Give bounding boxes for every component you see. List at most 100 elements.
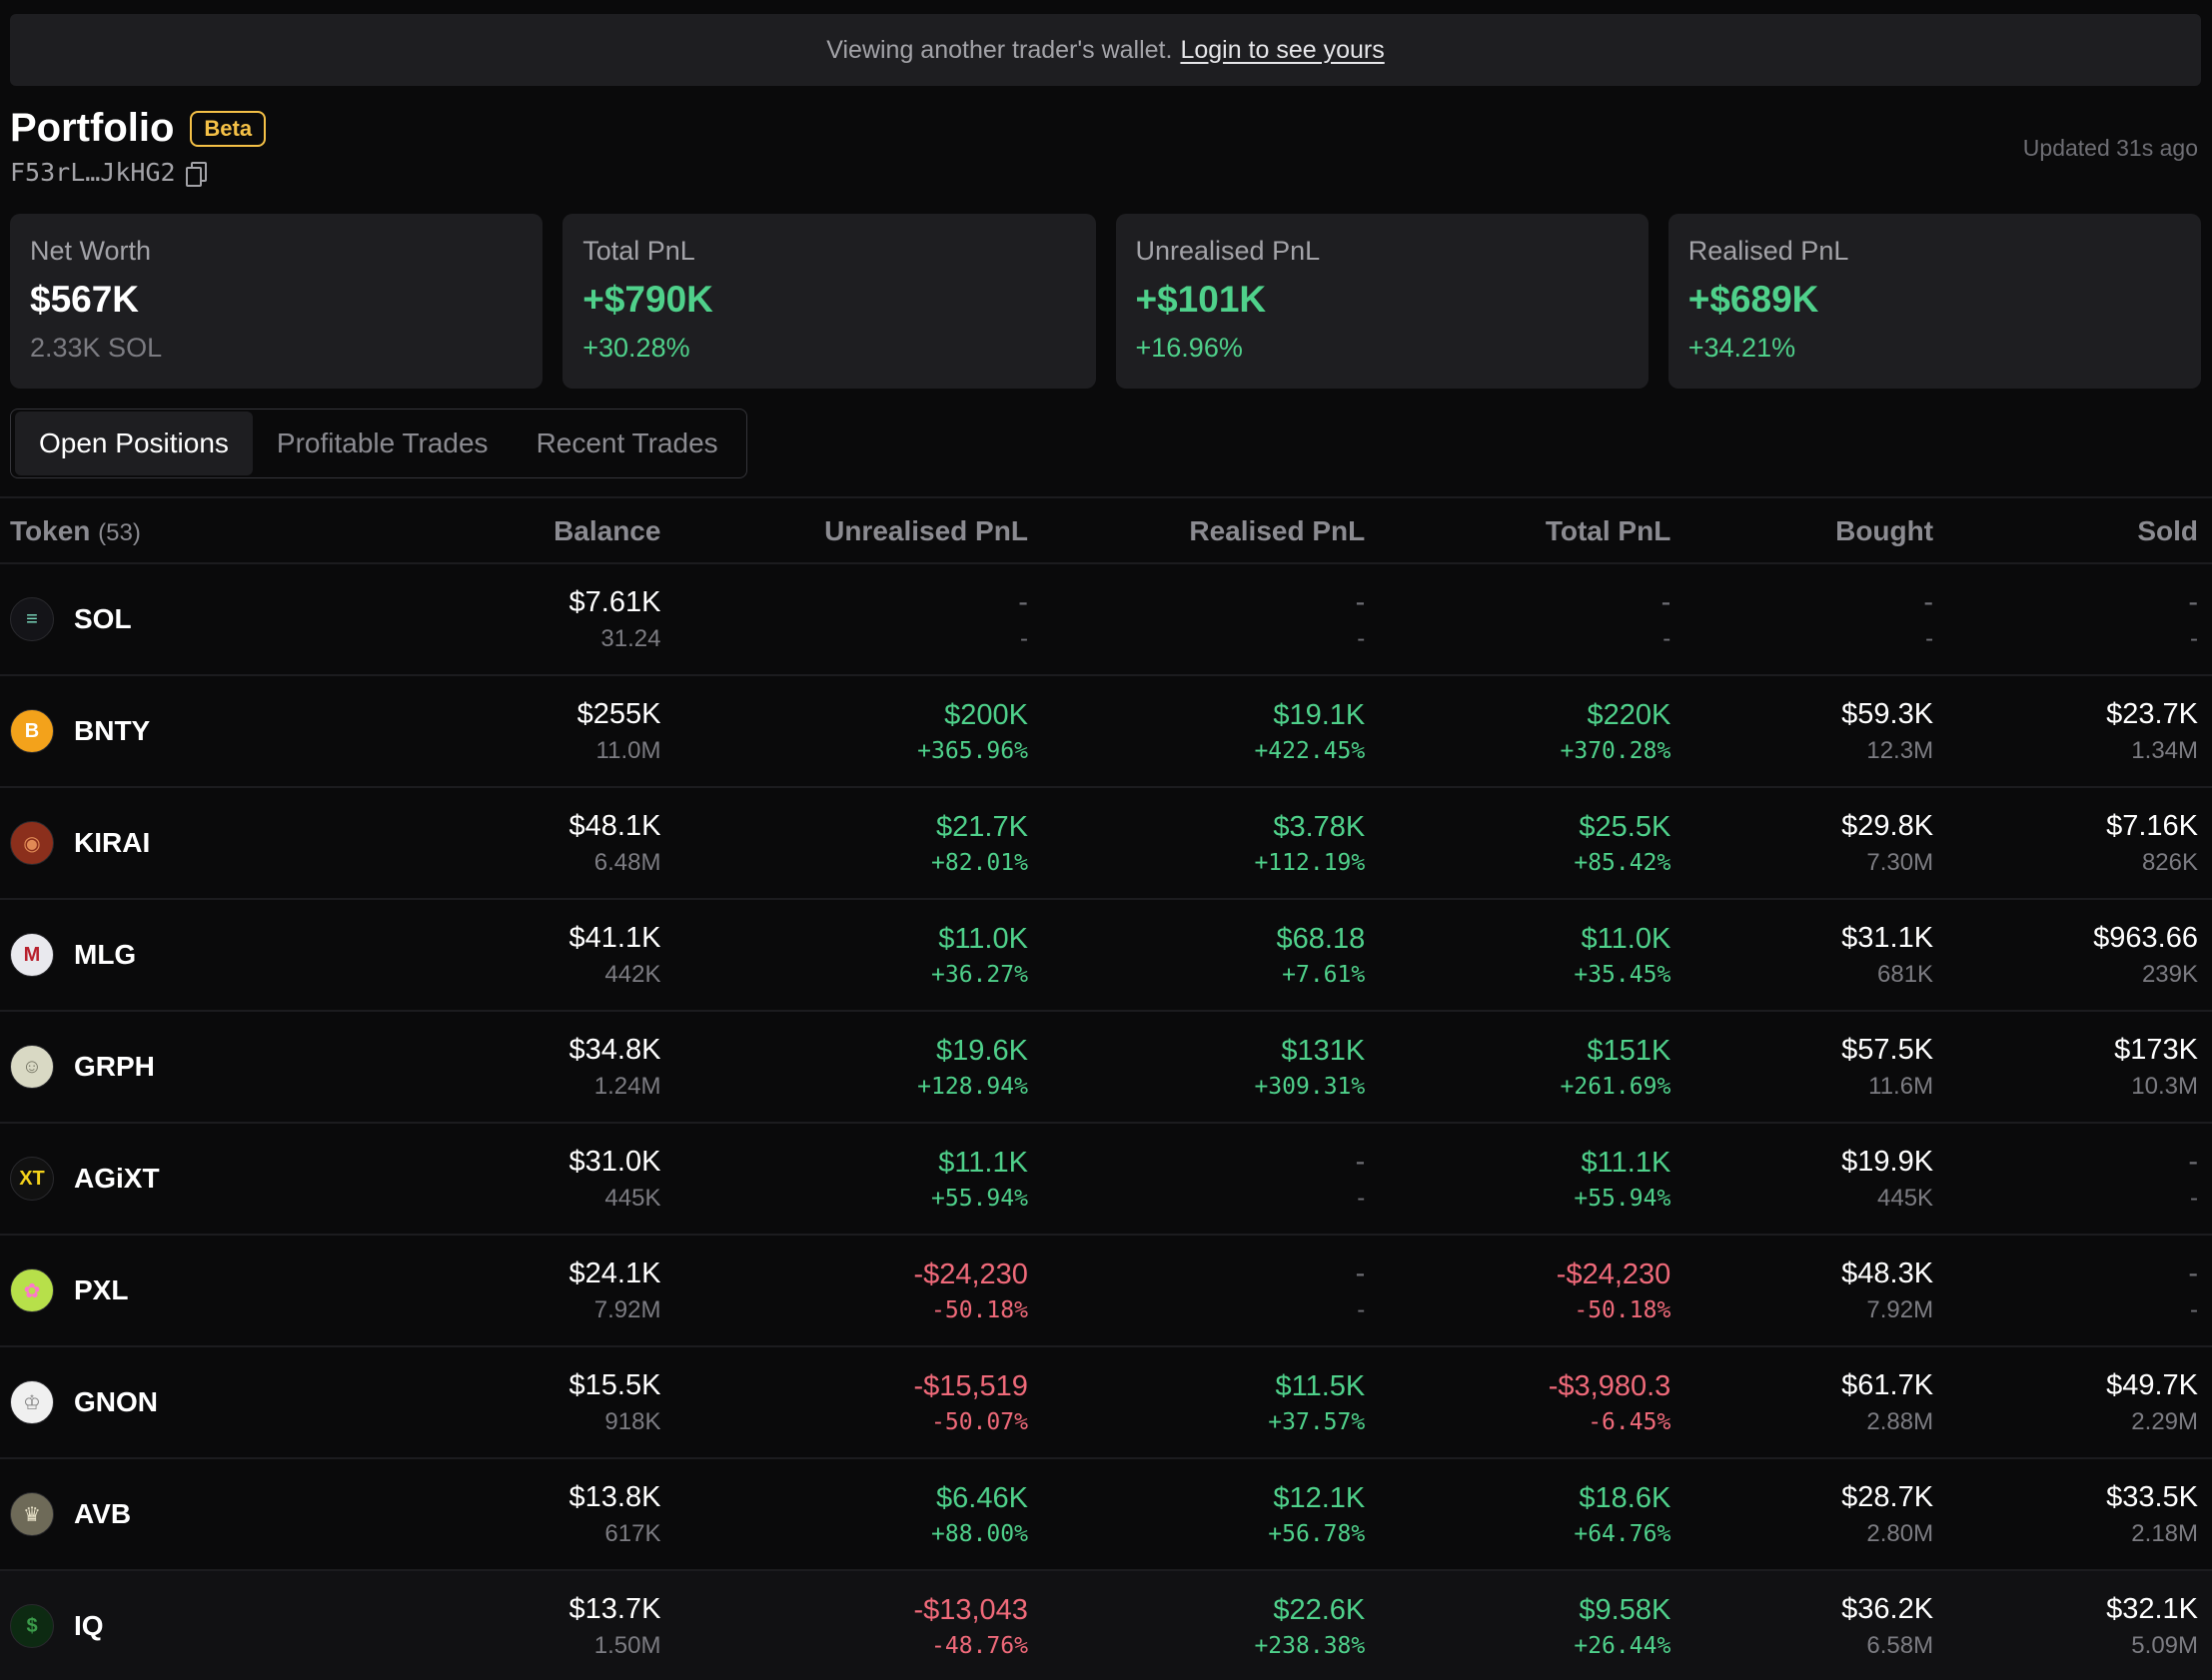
token-symbol: AGiXT xyxy=(74,1163,160,1194)
unrealised-cell: $200K +365.96% xyxy=(660,675,1028,788)
unrealised-subvalue: +88.00% xyxy=(931,1520,1028,1547)
token-cell[interactable]: ☺ GRPH xyxy=(0,1011,202,1124)
unrealised-cell: $21.7K +82.01% xyxy=(660,787,1028,900)
login-link[interactable]: Login to see yours xyxy=(1180,35,1385,64)
bought-cell: $29.8K 7.30M xyxy=(1670,787,1934,900)
realised-value: $131K xyxy=(1281,1034,1366,1067)
table-row[interactable]: ♛ AVB $13.8K 617K $6.46K +88.00% $12.1K +56.78%… xyxy=(0,1458,2212,1571)
bought-value: $36.2K xyxy=(1841,1592,1934,1625)
sold-cell: $173K 10.3M xyxy=(1933,1011,2212,1124)
token-cell[interactable]: XT AGiXT xyxy=(0,1123,202,1236)
token-cell[interactable]: ✿ PXL xyxy=(0,1235,202,1347)
total-cell: $151K +261.69% xyxy=(1365,1011,1671,1124)
total-value: -$3,980.3 xyxy=(1548,1369,1671,1402)
sold-value: $49.7K xyxy=(2106,1368,2198,1401)
column-header-token[interactable]: Token (53) xyxy=(0,499,202,564)
card-label: Unrealised PnL xyxy=(1135,236,1321,266)
sold-subvalue: 239K xyxy=(2141,960,2198,988)
total-value: - xyxy=(1660,585,1671,618)
balance-value: $13.8K xyxy=(568,1480,661,1513)
balance-subvalue: 918K xyxy=(604,1407,661,1435)
table-row[interactable]: $ IQ $13.7K 1.50M -$13,043 -48.76% $22.6K +238.… xyxy=(0,1570,2212,1680)
bought-value: - xyxy=(1923,585,1934,618)
token-count: (53) xyxy=(98,518,141,546)
balance-cell: $13.8K 617K xyxy=(201,1458,661,1571)
unrealised-value: $200K xyxy=(944,698,1028,731)
realised-subvalue: - xyxy=(1357,624,1366,652)
bought-cell: $57.5K 11.6M xyxy=(1670,1011,1934,1124)
divider xyxy=(0,496,2212,498)
unrealised-value: $19.6K xyxy=(936,1034,1028,1067)
column-header-unrealised-pnl[interactable]: Unrealised PnL xyxy=(660,499,1028,564)
tab-recent-trades[interactable]: Recent Trades xyxy=(536,427,718,458)
table-row[interactable]: ♔ GNON $15.5K 918K -$15,519 -50.07% $11.5K +37.… xyxy=(0,1346,2212,1459)
realised-value: $19.1K xyxy=(1273,698,1366,731)
card-sub: +30.28% xyxy=(582,333,690,363)
card-value: +$101K xyxy=(1135,279,1267,320)
tab-open-positions[interactable]: Open Positions xyxy=(15,412,253,475)
tab-profitable-trades[interactable]: Profitable Trades xyxy=(276,427,489,458)
unrealised-cell: $6.46K +88.00% xyxy=(660,1458,1028,1571)
total-cell: $25.5K +85.42% xyxy=(1365,787,1671,900)
wallet-address: F53rL…JkHG2 xyxy=(10,158,176,187)
sold-value: $963.66 xyxy=(2093,921,2198,954)
portfolio-header: Portfolio Beta xyxy=(10,106,267,151)
total-value: $9.58K xyxy=(1579,1593,1671,1626)
balance-cell: $41.1K 442K xyxy=(201,899,661,1012)
column-header-balance[interactable]: Balance xyxy=(201,499,661,564)
unrealised-subvalue: +55.94% xyxy=(931,1185,1028,1212)
table-row[interactable]: ✿ PXL $24.1K 7.92M -$24,230 -50.18% - - -$24,230… xyxy=(0,1235,2212,1347)
column-header-realised-pnl[interactable]: Realised PnL xyxy=(1027,499,1366,564)
token-cell[interactable]: ◉ KIRAI xyxy=(0,787,202,900)
total-cell: -$24,230 -50.18% xyxy=(1365,1235,1671,1347)
table-row[interactable]: ☺ GRPH $34.8K 1.24M $19.6K +128.94% $131K +309.… xyxy=(0,1011,2212,1124)
realised-subvalue: +37.57% xyxy=(1268,1408,1366,1435)
balance-cell: $48.1K 6.48M xyxy=(201,787,661,900)
unrealised-subvalue: +36.27% xyxy=(931,961,1028,988)
table-row[interactable]: XT AGiXT $31.0K 445K $11.1K +55.94% - - $11.1K +5… xyxy=(0,1123,2212,1236)
column-header-total-pnl[interactable]: Total PnL xyxy=(1365,499,1671,564)
total-cell: -- xyxy=(1365,563,1671,676)
token-cell[interactable]: M MLG xyxy=(0,899,202,1012)
table-row[interactable]: B BNTY $255K 11.0M $200K +365.96% $19.1K +422.4… xyxy=(0,675,2212,788)
total-subvalue: -6.45% xyxy=(1588,1408,1671,1435)
token-cell[interactable]: ≡ SOL xyxy=(0,563,202,676)
realised-subvalue: +56.78% xyxy=(1268,1520,1366,1547)
realised-cell: $11.5K +37.57% xyxy=(1027,1346,1366,1459)
table-row[interactable]: ≡ SOL $7.61K 31.24- - - - - - - - - - xyxy=(0,563,2212,676)
copy-icon[interactable] xyxy=(185,161,207,187)
table-row[interactable]: ◉ KIRAI $48.1K 6.48M $21.7K +82.01% $3.78K +112… xyxy=(0,787,2212,900)
column-header-bought[interactable]: Bought xyxy=(1670,499,1934,564)
bought-cell: $28.7K 2.80M xyxy=(1670,1458,1934,1571)
token-cell[interactable]: $ IQ xyxy=(0,1570,202,1680)
sold-subvalue: 2.29M xyxy=(2131,1407,2198,1435)
balance-value: $48.1K xyxy=(568,809,661,842)
total-cell: $11.1K +55.94% xyxy=(1365,1123,1671,1236)
table-row[interactable]: M MLG $41.1K 442K $11.0K +36.27% $68.18 +7.61% $… xyxy=(0,899,2212,1012)
sold-subvalue: 2.18M xyxy=(2131,1519,2198,1547)
balance-value: $13.7K xyxy=(568,1592,661,1625)
bought-subvalue: 2.80M xyxy=(1866,1519,1934,1547)
realised-cell: $22.6K +238.38% xyxy=(1027,1570,1366,1680)
sold-value: $33.5K xyxy=(2106,1480,2198,1513)
token-cell[interactable]: B BNTY xyxy=(0,675,202,788)
column-header-sold[interactable]: Sold xyxy=(1933,499,2212,564)
card-label: Net Worth xyxy=(30,236,152,266)
total-cell: $220K +370.28% xyxy=(1365,675,1671,788)
total-subvalue: +26.44% xyxy=(1574,1632,1671,1659)
unrealised-pnl-card: Unrealised PnL +$101K +16.96% xyxy=(1115,214,1649,389)
wallet-address-row: F53rL…JkHG2 xyxy=(10,158,207,187)
balance-value: $24.1K xyxy=(568,1257,661,1289)
gnon-logo-icon: ♔ xyxy=(10,1380,54,1424)
token-symbol: BNTY xyxy=(74,715,151,746)
total-value: $18.6K xyxy=(1579,1481,1671,1514)
total-cell: -$3,980.3 -6.45% xyxy=(1365,1346,1671,1459)
token-cell[interactable]: ♛ AVB xyxy=(0,1458,202,1571)
realised-value: - xyxy=(1355,1145,1366,1178)
token-cell[interactable]: ♔ GNON xyxy=(0,1346,202,1459)
token-symbol: SOL xyxy=(74,603,132,634)
sold-subvalue: 826K xyxy=(2141,848,2198,876)
grph-logo-icon: ☺ xyxy=(10,1045,54,1089)
total-subvalue: - xyxy=(1662,624,1671,652)
realised-value: - xyxy=(1355,1257,1366,1289)
